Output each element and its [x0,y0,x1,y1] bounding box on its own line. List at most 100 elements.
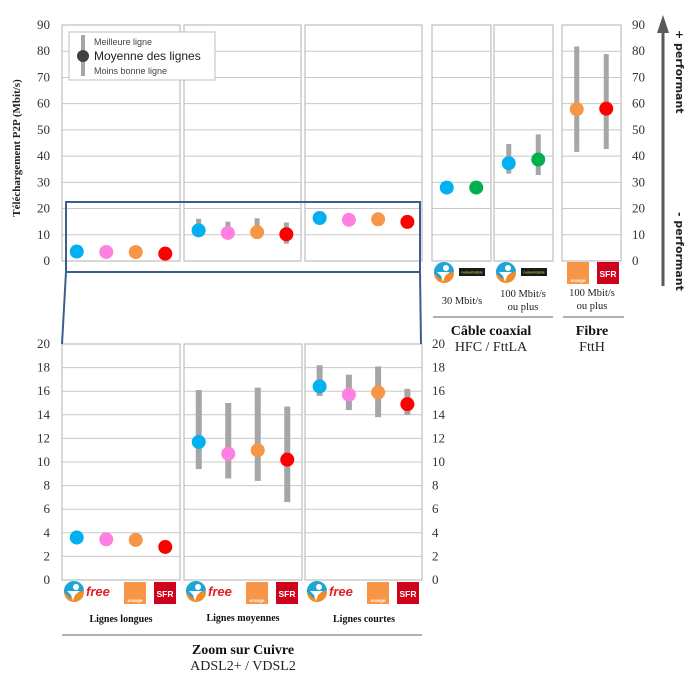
bouygues-logo-courtes [306,580,327,602]
mean-dot-overview-6-orange [569,102,584,117]
mean-dot-zoom-3-orange [371,385,386,400]
bouygues-logo-head [73,584,79,590]
overview-right-tick-label: 50 [632,122,645,137]
overview-left-tick-label: 10 [37,227,50,242]
bouygues-logo-blue-part [63,580,84,598]
category-cable-100-line2: ou plus [508,302,539,313]
axis-layer: 0102030405060708090010203040506070809002… [37,17,645,587]
bouygues-logo-blue-part [495,261,516,279]
sfr-logo-square [397,582,419,604]
category-lignes-courtes: Lignes courtes [333,614,395,625]
category-cable-100-line1: 100 Mbit/s [500,289,546,300]
overview-panel-3 [304,24,423,262]
category-cable-30: 30 Mbit/s [442,296,483,307]
orange-logo-text: orange [370,598,386,603]
orange-logo-moyennes: orange [246,582,268,604]
orange-logo-text: orange [249,598,265,603]
numericable-logo-text: numericable [523,271,544,275]
sfr-logo-square [597,262,619,284]
sfr-logo-courtes: SFR [397,582,419,604]
overview-right-tick-label: 40 [632,148,645,163]
bouygues-logo-cable-30 [433,261,454,283]
overview-right-tick-label: 10 [632,227,645,242]
overview-left-tick-label: 70 [37,69,50,84]
orange-logo-longues: orange [124,582,146,604]
sfr-logo-square [154,582,176,604]
zoom-connector-left [61,271,67,345]
zoom-right-tick-label: 10 [432,454,445,469]
mean-dot-zoom-1-sfr [158,539,173,554]
overview-panel-6 [561,24,622,262]
legend-mean-dot [77,50,89,62]
label-less-performant: - performant [673,212,686,291]
zoom-left-tick-label: 6 [44,501,51,516]
group-title-copper: Zoom sur Cuivre [192,643,294,658]
zoom-left-tick-label: 16 [37,383,51,398]
zoom-left-tick-label: 20 [37,336,50,351]
orange-logo-square [246,582,268,604]
overview-right-tick-label: 20 [632,201,645,216]
mean-dot-overview-4-numericable [469,180,484,195]
zoom-left-tick-label: 0 [44,572,51,587]
sfr-logo-fibre: SFR [597,262,619,284]
overview-left-tick-label: 60 [37,96,50,111]
overview-left-tick-label: 80 [37,43,50,58]
overview-left-tick-label: 0 [44,253,51,268]
zoom-right-tick-label: 16 [432,383,446,398]
marks-layer [69,46,614,554]
legend: Meilleure ligne Moyenne des lignes Moins… [68,31,216,81]
overview-left-tick-label: 20 [37,201,50,216]
performance-arrow [657,15,669,286]
mean-dot-overview-2-sfr [279,227,294,242]
group-subtitle-fibre: FttH [579,340,605,355]
sfr-logo-longues: SFR [154,582,176,604]
mean-dot-zoom-3-free [341,387,356,402]
overview-left-tick-label: 90 [37,17,50,32]
sfr-logo-moyennes: SFR [276,582,298,604]
zoom-right-tick-label: 18 [432,360,445,375]
mean-dot-overview-4-bouygues-telecom [439,180,454,195]
orange-logo-fibre: orange [567,262,589,284]
range-bar-zoom-2-free [225,403,232,479]
mean-dot-overview-1-sfr [158,246,173,261]
zoom-right-tick-label: 20 [432,336,445,351]
mean-dot-overview-3-free [341,212,356,227]
zoom-connector-right [419,271,422,345]
bouygues-logo-body [189,591,202,601]
bouygues-logo-head [505,265,511,271]
bouygues-logo-body [499,272,512,282]
bouygues-logo-blue-part [185,580,206,598]
mean-dot-overview-2-bouygues-telecom [191,223,206,238]
sfr-logo-text: SFR [400,589,417,599]
arrow-up-icon [657,15,669,33]
mean-dot-overview-6-sfr [599,101,614,116]
bouygues-logo-longues [63,580,84,602]
mean-dot-zoom-2-bouygues-telecom [191,434,206,449]
zoom-right-tick-label: 8 [432,478,439,493]
zoom-right-tick-label: 0 [432,572,439,587]
zoom-left-tick-label: 10 [37,454,50,469]
zoom-frame [61,201,422,345]
range-bar-zoom-2-orange [254,387,261,481]
mean-dot-zoom-3-bouygues-telecom [312,379,327,394]
mean-dot-zoom-2-orange [250,443,265,458]
overview-left-tick-label: 30 [37,174,50,189]
overview-panel-4 [431,24,492,262]
logo-layer: free orange SFR free orange SFR free orange SFR n… [63,261,619,604]
zoom-right-tick-label: 2 [432,548,439,563]
sfr-logo-text: SFR [157,589,174,599]
zoom-left-tick-label: 2 [44,548,51,563]
group-subtitle-cable: HFC / FttLA [455,340,528,355]
zoom-panel-2 [183,343,303,581]
zoom-frame-box [65,201,421,273]
overview-right-tick-label: 70 [632,69,645,84]
group-subtitle-copper: ADSL2+ / VDSL2 [190,659,296,674]
overview-panel-5 [493,24,554,262]
category-lignes-moyennes: Lignes moyennes [206,613,279,624]
range-bar-overview-6-sfr [603,54,609,150]
mean-dot-zoom-1-orange [128,532,143,547]
orange-logo-text: orange [127,598,143,603]
numericable-logo-box [521,268,547,276]
group-title-fibre: Fibre [576,324,608,339]
